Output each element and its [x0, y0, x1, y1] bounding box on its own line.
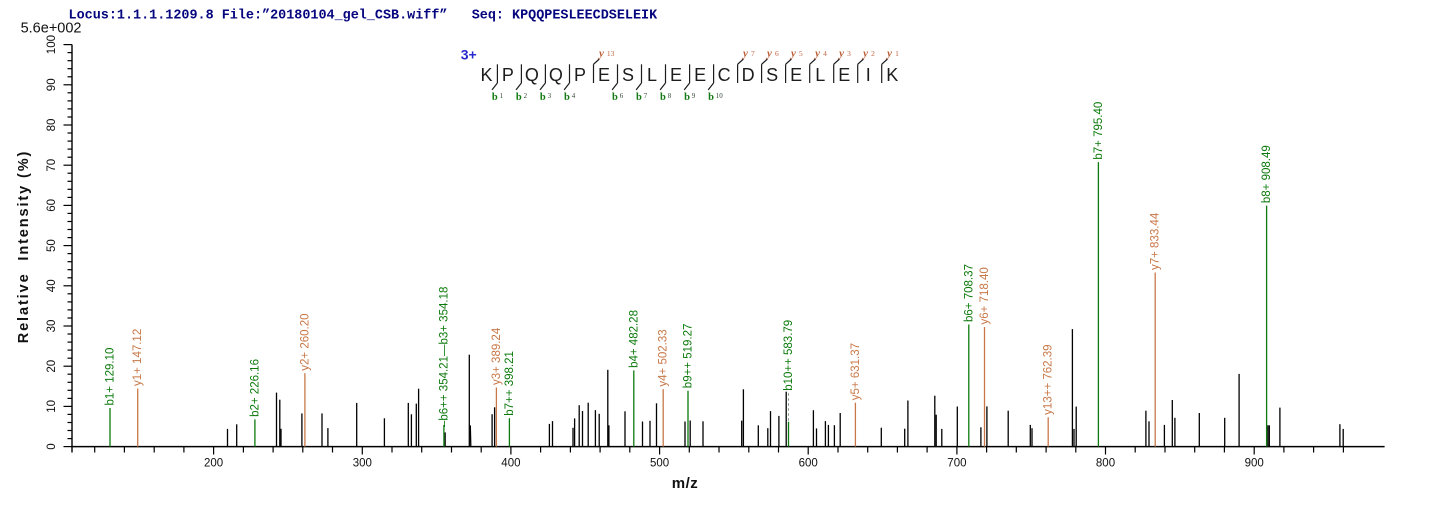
svg-text:S: S: [766, 65, 778, 85]
svg-text:60: 60: [46, 199, 58, 212]
svg-text:800: 800: [1096, 457, 1115, 469]
svg-text:b: b: [684, 92, 690, 103]
svg-text:Q: Q: [549, 65, 563, 85]
svg-text:600: 600: [799, 457, 818, 469]
svg-text:y5+ 631.37: y5+ 631.37: [850, 343, 862, 400]
svg-text:6: 6: [775, 49, 779, 58]
svg-text:80: 80: [46, 119, 58, 132]
svg-text:1: 1: [895, 49, 899, 58]
svg-text:50: 50: [46, 239, 58, 252]
svg-text:0: 0: [46, 443, 58, 449]
svg-text:y4+ 502.33: y4+ 502.33: [658, 329, 670, 386]
svg-text:3+: 3+: [461, 47, 477, 63]
svg-text:10: 10: [46, 400, 58, 413]
svg-text:S: S: [622, 65, 634, 85]
svg-text:b8+ 908.49: b8+ 908.49: [1261, 145, 1273, 203]
svg-text:70: 70: [46, 159, 58, 172]
svg-text:y: y: [885, 48, 892, 60]
svg-text:b: b: [492, 92, 498, 103]
svg-text:b: b: [708, 92, 714, 103]
svg-text:D: D: [742, 65, 755, 85]
svg-text:b6+ 708.37: b6+ 708.37: [963, 264, 975, 322]
svg-text:y2+ 260.20: y2+ 260.20: [299, 313, 311, 370]
svg-text:y7+ 833.44: y7+ 833.44: [1150, 212, 1162, 270]
svg-text:C: C: [718, 65, 731, 85]
svg-text:20: 20: [46, 360, 58, 373]
svg-text:b9++ 519.27: b9++ 519.27: [683, 324, 695, 389]
svg-text:b7++ 398.21: b7++ 398.21: [504, 351, 516, 416]
svg-text:b4+ 482.28: b4+ 482.28: [628, 310, 640, 368]
svg-text:y: y: [813, 48, 820, 60]
svg-text:900: 900: [1245, 457, 1264, 469]
svg-text:100: 100: [46, 35, 58, 54]
svg-text:K: K: [480, 65, 492, 85]
svg-text:b1+ 129.10: b1+ 129.10: [105, 348, 117, 406]
svg-text:E: E: [694, 65, 706, 85]
svg-text:y6+ 718.40: y6+ 718.40: [979, 267, 991, 324]
svg-text:30: 30: [46, 320, 58, 333]
svg-text:2: 2: [524, 92, 528, 100]
svg-text:m/z: m/z: [672, 475, 699, 492]
svg-text:13: 13: [607, 49, 615, 58]
svg-text:3: 3: [847, 49, 851, 58]
svg-text:Q: Q: [525, 65, 539, 85]
svg-text:40: 40: [46, 279, 58, 292]
svg-text:E: E: [670, 65, 682, 85]
svg-text:P: P: [574, 65, 586, 85]
svg-text:b10++ 583.79: b10++ 583.79: [783, 320, 795, 391]
svg-text:7: 7: [644, 92, 648, 100]
svg-text:y: y: [789, 48, 796, 60]
svg-text:b7+ 795.40: b7+ 795.40: [1093, 102, 1105, 160]
svg-text:y: y: [861, 48, 868, 60]
svg-text:700: 700: [947, 457, 966, 469]
svg-text:7: 7: [751, 49, 755, 58]
svg-text:b2+ 226.16: b2+ 226.16: [249, 359, 261, 417]
svg-text:y: y: [741, 48, 748, 60]
svg-text:–b6++ 354.21—b3+ 354.18: –b6++ 354.21—b3+ 354.18: [438, 287, 450, 427]
svg-text:y: y: [765, 48, 772, 60]
svg-text:Relative Intensity (%): Relative Intensity (%): [16, 150, 32, 344]
svg-text:9: 9: [692, 92, 696, 100]
svg-text:5: 5: [799, 49, 803, 58]
svg-text:y13++ 762.39: y13++ 762.39: [1043, 344, 1055, 414]
svg-text:L: L: [647, 65, 657, 85]
svg-text:b: b: [516, 92, 522, 103]
svg-text:90: 90: [46, 78, 58, 91]
svg-text:E: E: [790, 65, 802, 85]
svg-text:b: b: [612, 92, 618, 103]
svg-text:y: y: [597, 48, 604, 60]
svg-text:K: K: [886, 65, 898, 85]
svg-text:2: 2: [871, 49, 875, 58]
svg-text:b: b: [564, 92, 570, 103]
svg-text:E: E: [838, 65, 850, 85]
svg-text:400: 400: [501, 457, 520, 469]
svg-text:L: L: [815, 65, 825, 85]
svg-text:3: 3: [548, 92, 552, 100]
svg-text:200: 200: [204, 457, 223, 469]
svg-text:y1+ 147.12: y1+ 147.12: [132, 329, 144, 386]
svg-text:y: y: [837, 48, 844, 60]
svg-text:P: P: [502, 65, 514, 85]
svg-text:Locus:1.1.1.1209.8 File:”20180: Locus:1.1.1.1209.8 File:”20180104_gel_CS…: [69, 9, 659, 24]
svg-text:1: 1: [500, 92, 504, 100]
svg-text:E: E: [598, 65, 610, 85]
svg-text:b: b: [660, 92, 666, 103]
svg-text:6: 6: [620, 92, 624, 100]
svg-text:4: 4: [572, 92, 576, 100]
svg-text:y3+ 389.24: y3+ 389.24: [491, 327, 503, 385]
svg-text:300: 300: [353, 457, 372, 469]
svg-text:b: b: [540, 92, 546, 103]
svg-text:10: 10: [716, 92, 724, 100]
svg-text:8: 8: [668, 92, 672, 100]
svg-text:500: 500: [650, 457, 669, 469]
svg-text:I: I: [866, 65, 871, 85]
svg-text:5.6e+002: 5.6e+002: [21, 21, 82, 37]
svg-text:4: 4: [823, 49, 827, 58]
svg-text:b: b: [636, 92, 642, 103]
